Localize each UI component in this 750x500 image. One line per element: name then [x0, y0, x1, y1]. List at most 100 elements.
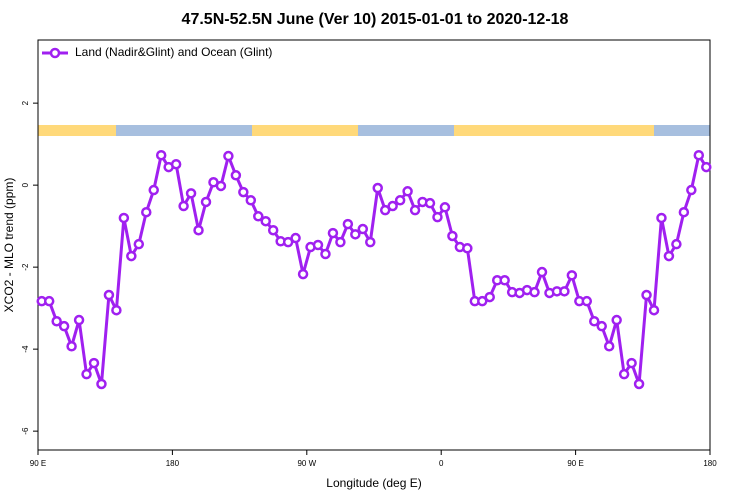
data-point	[536, 266, 548, 278]
chart-title: 47.5N-52.5N June (Ver 10) 2015-01-01 to …	[182, 11, 569, 28]
data-point	[245, 195, 257, 206]
data-point	[260, 215, 271, 227]
data-point	[618, 368, 630, 380]
data-point	[656, 212, 667, 224]
data-point	[327, 227, 339, 239]
x-tick-label: 90 E	[567, 459, 583, 468]
ocean-segment	[116, 125, 252, 136]
data-point	[118, 212, 130, 224]
ocean-segment	[654, 125, 710, 136]
y-tick-label: -6	[21, 427, 30, 435]
data-point	[253, 211, 264, 222]
data-point	[73, 314, 85, 326]
data-point	[603, 341, 615, 352]
data-point	[51, 316, 62, 327]
legend: Land (Nadir&Glint) and Ocean (Glint)	[42, 45, 272, 59]
plot-frame	[37, 39, 711, 451]
data-point	[641, 289, 652, 301]
data-point	[387, 200, 398, 212]
data-point	[126, 250, 137, 262]
data-point	[663, 250, 675, 262]
data-point	[215, 180, 227, 192]
data-point	[424, 197, 436, 209]
data-point	[626, 357, 637, 369]
data-point	[350, 229, 361, 240]
data-point	[693, 149, 705, 161]
x-tick-label: 90 E	[30, 459, 46, 468]
data-point	[290, 232, 301, 244]
data-point	[238, 186, 249, 198]
data-point	[200, 196, 212, 208]
data-point	[193, 224, 204, 236]
land-segment	[38, 125, 116, 136]
data-point	[409, 204, 421, 216]
y-tick-label: 2	[21, 100, 30, 105]
ocean-segment	[358, 125, 454, 136]
data-point	[148, 184, 159, 196]
data-point	[342, 218, 354, 230]
y-tick-label: -4	[21, 345, 30, 353]
data-point	[88, 357, 100, 369]
y-tick-label: -2	[21, 263, 30, 271]
data-point	[365, 236, 376, 248]
surface-strip	[38, 125, 710, 136]
data-point	[320, 248, 331, 260]
data-point	[678, 206, 690, 218]
data-point	[185, 188, 197, 199]
x-tick-label: 90 W	[297, 459, 316, 468]
data-point	[66, 341, 77, 352]
data-point	[230, 170, 242, 181]
land-segment	[252, 125, 358, 136]
data-point	[432, 211, 443, 223]
x-tick-label: 0	[439, 459, 444, 468]
data-point	[589, 316, 600, 327]
y-axis-label: XCO2 - MLO trend (ppm)	[2, 178, 16, 313]
land-segment	[454, 125, 654, 136]
data-point	[223, 150, 234, 162]
data-point	[671, 238, 682, 250]
data-point	[43, 295, 55, 307]
data-point	[58, 320, 70, 332]
data-point	[282, 236, 294, 248]
data-point	[141, 206, 152, 218]
data-point	[633, 378, 645, 390]
data-point	[335, 236, 346, 248]
legend-label: Land (Nadir&Glint) and Ocean (Glint)	[75, 45, 272, 59]
x-axis-label: Longitude (deg E)	[326, 476, 421, 490]
data-point	[447, 230, 458, 242]
data-point	[462, 243, 473, 254]
data-point	[357, 223, 369, 235]
data-point	[312, 239, 324, 251]
data-point	[133, 238, 145, 250]
data-point	[103, 289, 115, 301]
data-point	[178, 200, 189, 212]
data-point	[297, 268, 309, 280]
data-point	[559, 286, 570, 297]
data-point	[701, 161, 712, 173]
data-point	[611, 314, 622, 326]
data-point	[529, 286, 540, 298]
data-point	[81, 368, 92, 380]
data-point	[170, 158, 182, 170]
data-point	[581, 295, 593, 307]
data-point	[111, 304, 122, 316]
data-point	[372, 182, 383, 194]
x-tick-label: 180	[166, 459, 180, 468]
data-point	[379, 204, 391, 216]
data-point	[267, 224, 279, 236]
data-point	[499, 275, 510, 286]
data-point	[155, 149, 167, 161]
data-point	[648, 304, 660, 316]
data-point	[402, 186, 413, 197]
x-tick-label: 180	[703, 459, 717, 468]
data-point	[596, 320, 607, 332]
data-point	[566, 270, 578, 281]
data-point	[96, 378, 107, 390]
data-point	[484, 291, 495, 303]
data-point	[439, 202, 451, 213]
y-tick-label: 0	[21, 182, 30, 187]
legend-marker	[49, 47, 61, 59]
data-point	[394, 195, 406, 206]
data-point	[477, 295, 488, 307]
